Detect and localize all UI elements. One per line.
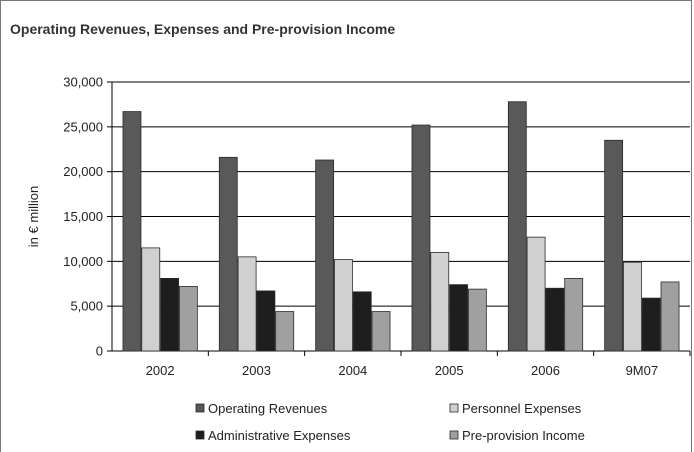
x-tick-label: 2003 (242, 363, 271, 378)
legend-swatch (449, 403, 459, 413)
chart-title: Operating Revenues, Expenses and Pre-pro… (10, 21, 396, 37)
legend-label: Pre-provision Income (462, 428, 585, 443)
x-tick-label: 9M07 (626, 363, 659, 378)
legend-label: Operating Revenues (208, 401, 328, 416)
y-tick-label: 10,000 (63, 254, 103, 269)
x-tick-label: 2006 (531, 363, 560, 378)
bar-administrative-expenses-2004 (352, 291, 372, 352)
bar-operating-revenues-2006 (507, 101, 527, 352)
legend-label: Administrative Expenses (208, 428, 351, 443)
y-tick-label: 20,000 (63, 164, 103, 179)
legend-swatch (195, 430, 205, 440)
bar-operating-revenues-2003 (218, 156, 238, 352)
y-tick-label: 15,000 (63, 209, 103, 224)
bar-administrative-expenses-2005 (449, 284, 468, 352)
bar-personnel-expenses-2006 (526, 236, 546, 352)
bar-pre-provision-income-2002 (178, 286, 198, 352)
y-tick-label: 5,000 (70, 299, 103, 314)
bar-personnel-expenses-2002 (141, 247, 161, 352)
bar-administrative-expenses-9m07 (641, 297, 661, 352)
bar-administrative-expenses-2006 (545, 287, 565, 352)
bar-operating-revenues-9m07 (604, 139, 624, 352)
bar-operating-revenues-2004 (315, 159, 335, 352)
bar-administrative-expenses-2002 (160, 277, 179, 352)
bar-personnel-expenses-2005 (430, 251, 450, 352)
legend-swatch (449, 430, 459, 440)
x-tick-label: 2004 (338, 363, 367, 378)
bar-pre-provision-income-2006 (564, 277, 584, 352)
x-tick-label: 2002 (146, 363, 175, 378)
legend-item: Operating Revenues (195, 401, 328, 416)
y-axis-label: in € million (26, 186, 41, 247)
legend-item: Administrative Expenses (195, 428, 351, 443)
legend-item: Personnel Expenses (449, 401, 582, 416)
bar-pre-provision-income-2003 (275, 311, 295, 352)
bar-administrative-expenses-2003 (256, 290, 276, 352)
bar-personnel-expenses-2004 (334, 259, 353, 352)
y-tick-label: 0 (96, 344, 103, 359)
bar-pre-provision-income-2005 (467, 288, 487, 352)
y-tick-label: 25,000 (63, 119, 103, 134)
bar-personnel-expenses-9m07 (623, 261, 642, 352)
legend-item: Pre-provision Income (449, 428, 585, 443)
legend-label: Personnel Expenses (462, 401, 582, 416)
legend-swatch (195, 403, 205, 413)
y-tick-label: 30,000 (63, 75, 103, 90)
x-tick-label: 2005 (435, 363, 464, 378)
bar-personnel-expenses-2003 (237, 256, 257, 352)
bar-operating-revenues-2005 (411, 124, 431, 352)
bar-pre-provision-income-9m07 (660, 281, 680, 352)
bar-operating-revenues-2002 (122, 111, 142, 352)
bar-pre-provision-income-2004 (371, 311, 391, 352)
